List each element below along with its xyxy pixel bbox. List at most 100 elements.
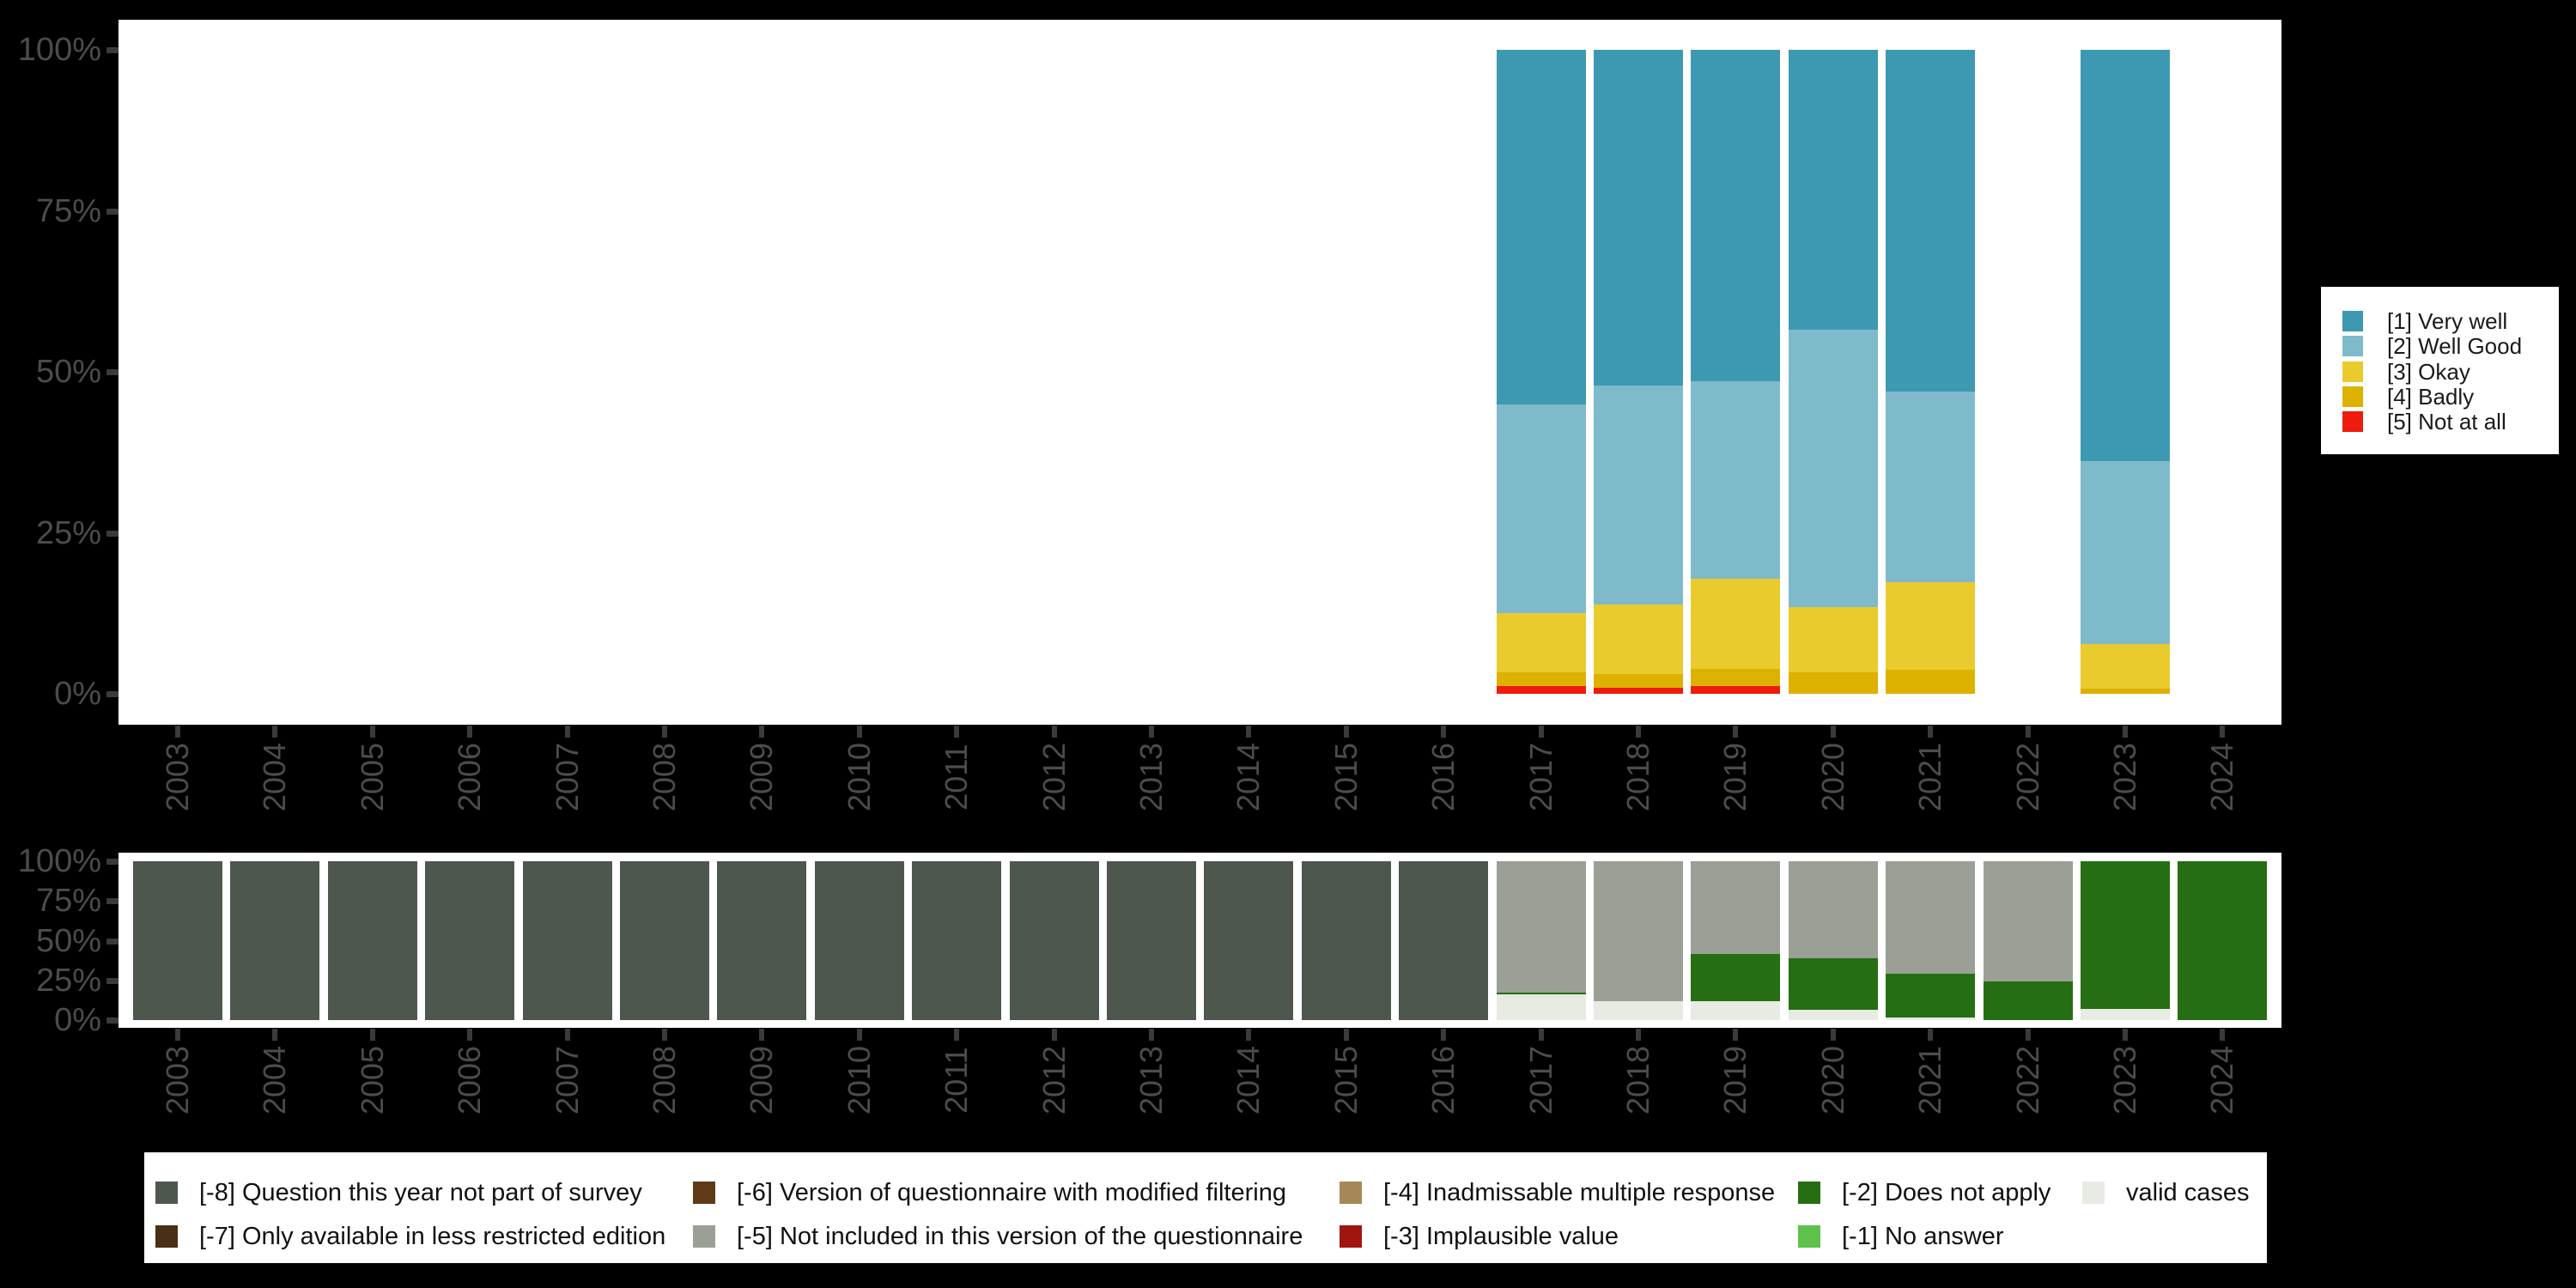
response-bar-2019-segment: [1691, 50, 1781, 381]
x-axis-label: 2022: [2009, 1045, 2045, 1115]
y-axis-tick: [106, 369, 118, 375]
response-bar-2020: [1788, 50, 1878, 694]
response-bar-2021-segment: [1886, 50, 1976, 392]
missing-bar-2013-segment: [1107, 861, 1196, 1020]
x-axis-label: 2021: [1912, 1045, 1948, 1115]
x-axis-tick: [1051, 726, 1057, 738]
x-axis-label: 2024: [2204, 1045, 2240, 1115]
missing-bar-2023-segment: [2081, 861, 2170, 1010]
response-bar-2017-segment: [1496, 686, 1586, 694]
legend-label: [-7] Only available in less restricted e…: [199, 1223, 666, 1250]
x-axis-label: 2010: [841, 1045, 877, 1115]
x-axis-label: 2012: [1036, 1045, 1072, 1115]
missing-bar-2022-segment: [1983, 981, 2073, 1020]
x-axis-tick: [1441, 1029, 1447, 1041]
y-axis-tick: [106, 1018, 118, 1024]
missing-bar-2019-segment: [1691, 1001, 1781, 1020]
missing-bar-2015-segment: [1301, 861, 1391, 1020]
x-axis-label: 2005: [354, 1045, 390, 1115]
x-axis-label: 2017: [1522, 742, 1558, 812]
response-bar-2021: [1886, 50, 1976, 694]
missing-bar-2009: [717, 861, 807, 1020]
x-axis-label: 2018: [1620, 1045, 1656, 1115]
missing-bar-2006: [425, 861, 515, 1020]
x-axis-label: 2008: [647, 1045, 682, 1115]
missing-bar-2020-segment: [1788, 958, 1878, 1010]
missing-bar-2012-segment: [1009, 861, 1099, 1020]
y-axis-label: 100%: [17, 843, 101, 879]
legend-swatch: [1340, 1225, 1362, 1248]
x-axis-label: 2018: [1620, 742, 1656, 812]
response-bar-2018-segment: [1594, 687, 1683, 694]
missing-bar-2017-segment: [1496, 994, 1586, 1020]
legend-swatch: [2342, 311, 2363, 331]
x-axis-tick: [2025, 726, 2031, 738]
x-axis-tick: [467, 726, 473, 738]
y-axis-tick: [106, 938, 118, 945]
response-bar-2023: [2081, 50, 2170, 694]
missing-bar-2017-segment: [1496, 861, 1586, 993]
y-axis-tick: [106, 530, 118, 537]
missing-bar-2024-segment: [2178, 861, 2268, 1020]
response-bar-2019: [1691, 50, 1781, 694]
missing-bar-2003-segment: [133, 861, 222, 1020]
x-axis-label: 2008: [647, 742, 682, 812]
x-axis-label: 2011: [939, 1047, 975, 1114]
y-axis-label: 25%: [35, 962, 101, 999]
x-axis-tick: [759, 1029, 765, 1041]
x-axis-label: 2006: [452, 742, 488, 812]
legend-label: [2] Well Good: [2387, 333, 2523, 360]
x-axis-tick: [2220, 1029, 2226, 1041]
x-axis-label: 2005: [354, 742, 390, 812]
response-bar-2019-segment: [1691, 578, 1781, 669]
response-bar-2017-segment: [1496, 612, 1586, 672]
x-axis-tick: [564, 1029, 570, 1041]
legend-swatch: [1798, 1182, 1820, 1204]
x-axis-label: 2011: [939, 744, 975, 811]
x-axis-tick: [1636, 1029, 1641, 1041]
x-axis-label: 2013: [1133, 1045, 1169, 1115]
x-axis-label: 2013: [1133, 742, 1169, 812]
missing-bar-2010: [814, 861, 904, 1020]
x-axis-tick: [2220, 726, 2226, 738]
missing-bar-2014-segment: [1204, 861, 1294, 1020]
missing-values-legend: [-8] Question this year not part of surv…: [144, 1152, 2267, 1263]
response-bar-2019-segment: [1691, 686, 1781, 694]
missing-bar-2015: [1301, 861, 1391, 1020]
x-axis-label: 2020: [1814, 1045, 1850, 1115]
response-bar-2018-segment: [1594, 604, 1683, 674]
x-axis-label: 2010: [841, 742, 877, 812]
legend-label: [-4] Inadmissable multiple response: [1383, 1179, 1776, 1206]
x-axis-tick: [2123, 1029, 2128, 1041]
legend-label: valid cases: [2126, 1179, 2250, 1206]
missing-bar-2017-segment: [1496, 993, 1586, 995]
x-axis-label: 2015: [1327, 742, 1364, 812]
x-axis-label: 2012: [1036, 742, 1072, 812]
x-axis-label: 2020: [1814, 742, 1850, 812]
legend-label: [-1] No answer: [1842, 1223, 2004, 1250]
missing-bar-2018: [1594, 861, 1683, 1020]
x-axis-label: 2007: [549, 742, 585, 812]
response-bar-2018-segment: [1594, 50, 1683, 386]
response-chart-plot-area: [118, 20, 2281, 725]
x-axis-label: 2022: [2009, 742, 2045, 812]
x-axis-label: 2015: [1327, 1045, 1364, 1115]
x-axis-tick: [1830, 726, 1836, 738]
x-axis-tick: [662, 1029, 667, 1041]
legend-swatch: [2342, 361, 2363, 382]
missing-bar-2020-segment: [1788, 1009, 1878, 1020]
x-axis-tick: [272, 1029, 278, 1041]
x-axis-tick: [1830, 1029, 1836, 1041]
x-axis-tick: [2025, 1029, 2031, 1041]
x-axis-tick: [467, 1029, 473, 1041]
response-bar-2023-segment: [2081, 643, 2170, 689]
x-axis-tick: [1928, 1029, 1934, 1041]
legend-swatch: [2342, 336, 2363, 357]
x-axis-tick: [1246, 726, 1252, 738]
x-axis-label: 2021: [1912, 742, 1948, 812]
missing-bar-2019-segment: [1691, 861, 1781, 955]
legend-swatch: [2082, 1182, 2105, 1204]
y-axis-tick: [106, 859, 118, 865]
x-axis-tick: [369, 1029, 375, 1041]
